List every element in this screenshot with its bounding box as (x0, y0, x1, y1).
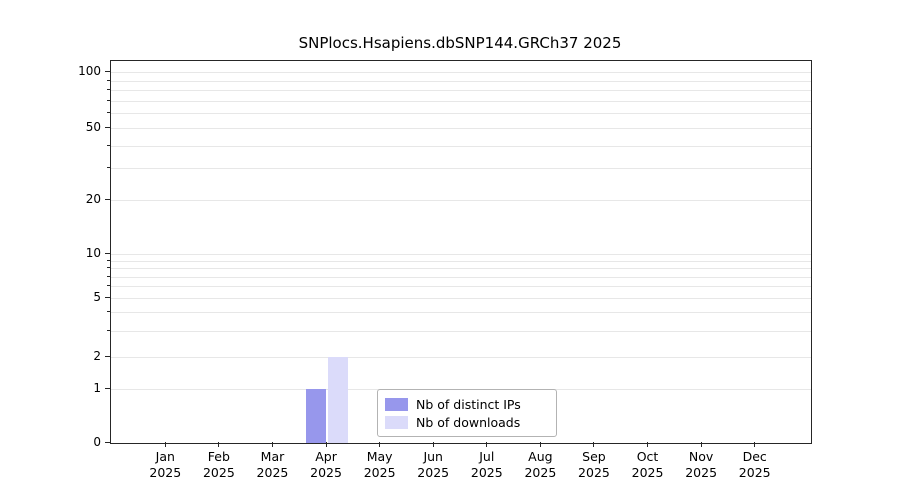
y-minor-tick (107, 285, 110, 286)
x-tick (379, 442, 381, 447)
legend-label-downloads: Nb of downloads (416, 415, 521, 431)
gridline (111, 331, 811, 332)
legend: Nb of distinct IPs Nb of downloads (377, 389, 557, 437)
legend-swatch-downloads (385, 416, 408, 430)
y-tick (105, 127, 110, 128)
gridline (111, 101, 811, 102)
y-tick (105, 442, 110, 443)
y-minor-tick (107, 330, 110, 331)
chart-title: SNPlocs.Hsapiens.dbSNP144.GRCh37 2025 (298, 34, 622, 52)
y-minor-tick (107, 311, 110, 312)
y-minor-tick (107, 145, 110, 146)
y-tick-label: 100 (78, 64, 101, 78)
y-tick (105, 388, 110, 389)
y-tick (105, 71, 110, 72)
y-tick-label: 10 (85, 246, 101, 260)
x-tick-label: Oct 2025 (631, 449, 664, 480)
y-tick-label: 20 (85, 192, 101, 206)
x-tick-label: Apr 2025 (310, 449, 342, 480)
legend-item-distinct-ips: Nb of distinct IPs (385, 395, 548, 413)
x-tick (754, 442, 756, 447)
x-tick (325, 442, 327, 447)
x-tick (271, 442, 273, 447)
y-tick-label: 0 (93, 435, 101, 449)
y-tick-label: 1 (93, 381, 101, 395)
y-tick (105, 356, 110, 357)
gridline (111, 286, 811, 287)
y-tick-label: 50 (85, 120, 101, 134)
legend-label-distinct-ips: Nb of distinct IPs (416, 396, 521, 412)
gridline (111, 312, 811, 313)
gridline (111, 357, 811, 358)
y-minor-tick (107, 167, 110, 168)
y-minor-tick (107, 112, 110, 113)
gridline (111, 168, 811, 169)
y-tick-label: 2 (93, 349, 101, 363)
y-tick (105, 253, 110, 254)
bar-apr-0 (306, 389, 326, 443)
gridline (111, 90, 811, 91)
x-tick (432, 442, 434, 447)
gridline (111, 81, 811, 82)
x-tick-label: Jan 2025 (149, 449, 182, 480)
x-tick (700, 442, 702, 447)
x-tick-label: Aug 2025 (524, 449, 557, 480)
y-tick (105, 199, 110, 200)
x-tick-label: Mar 2025 (256, 449, 289, 480)
gridline (111, 146, 811, 147)
gridline (111, 254, 811, 255)
legend-swatch-distinct-ips (385, 397, 408, 411)
x-tick-label: Dec 2025 (738, 449, 771, 480)
y-minor-tick (107, 267, 110, 268)
x-tick (647, 442, 649, 447)
y-minor-tick (107, 89, 110, 90)
x-tick-label: Jul 2025 (470, 449, 503, 480)
x-tick-label: Nov 2025 (685, 449, 718, 480)
gridline (111, 200, 811, 201)
x-tick-label: Sep 2025 (578, 449, 610, 480)
y-tick (105, 297, 110, 298)
gridline (111, 113, 811, 114)
bar-apr-1 (328, 357, 348, 443)
x-tick-label: Jun 2025 (417, 449, 450, 480)
x-tick (539, 442, 541, 447)
x-tick (164, 442, 166, 447)
x-tick-label: Feb 2025 (202, 449, 235, 480)
gridline (111, 298, 811, 299)
y-tick-label: 5 (93, 290, 101, 304)
x-tick-label: May 2025 (363, 449, 396, 480)
gridline (111, 261, 811, 262)
gridline (111, 277, 811, 278)
gridline (111, 128, 811, 129)
x-tick (486, 442, 488, 447)
legend-item-downloads: Nb of downloads (385, 414, 548, 432)
x-tick (218, 442, 220, 447)
gridline (111, 72, 811, 73)
y-minor-tick (107, 80, 110, 81)
plot-area (110, 60, 812, 444)
y-minor-tick (107, 100, 110, 101)
gridline (111, 268, 811, 269)
x-tick (593, 442, 595, 447)
y-minor-tick (107, 260, 110, 261)
y-minor-tick (107, 276, 110, 277)
